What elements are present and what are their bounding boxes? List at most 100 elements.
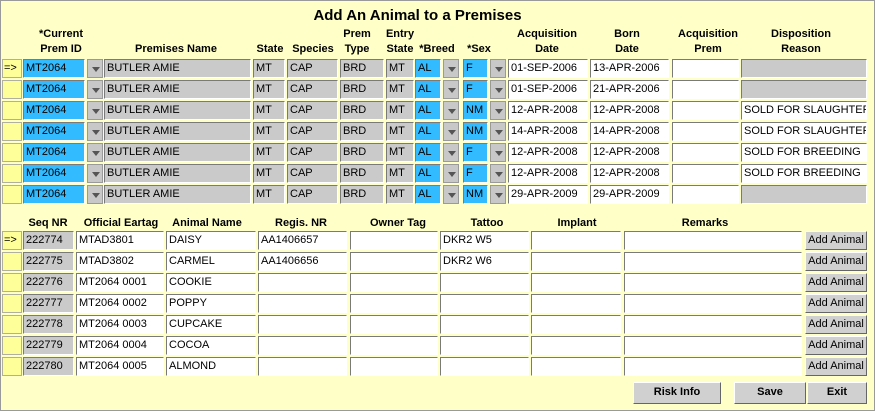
field[interactable] [672,101,739,120]
field[interactable] [672,164,739,183]
field[interactable] [624,231,802,250]
field[interactable] [672,185,739,204]
dropdown-button[interactable] [87,59,103,78]
field[interactable] [741,185,867,204]
field[interactable]: 01-SEP-2006 [508,80,588,99]
dropdown-button[interactable] [87,164,103,183]
field[interactable]: 12-APR-2008 [508,164,588,183]
add-animal-button[interactable]: Add Animal [805,252,867,271]
field[interactable]: 13-APR-2006 [590,59,669,78]
field[interactable]: MT2064 0001 [76,273,164,292]
dropdown-button[interactable] [87,122,103,141]
field[interactable]: MT2064 0004 [76,336,164,355]
field[interactable]: ALMOND [166,357,256,376]
dropdown-button[interactable] [490,101,506,120]
field[interactable]: CARMEL [166,252,256,271]
field[interactable]: 29-APR-2009 [508,185,588,204]
dropdown-button[interactable] [87,185,103,204]
dropdown-button[interactable] [443,143,459,162]
add-animal-button[interactable]: Add Animal [805,336,867,355]
field[interactable]: POPPY [166,294,256,313]
dropdown-button[interactable] [87,143,103,162]
add-animal-button[interactable]: Add Animal [805,273,867,292]
field[interactable] [258,315,347,334]
field[interactable] [624,315,802,334]
field[interactable] [531,357,621,376]
field[interactable]: 12-APR-2008 [508,101,588,120]
field[interactable]: MT2064 0005 [76,357,164,376]
field[interactable] [350,273,438,292]
dropdown-button[interactable] [490,143,506,162]
field[interactable]: MT2064 0003 [76,315,164,334]
field[interactable]: SOLD FOR SLAUGHTER [741,101,867,120]
field[interactable] [350,357,438,376]
field[interactable] [672,59,739,78]
field[interactable] [531,273,621,292]
field[interactable] [258,357,347,376]
dropdown-button[interactable] [87,101,103,120]
action-button[interactable]: Exit [807,382,867,404]
field[interactable]: CUPCAKE [166,315,256,334]
field[interactable] [624,252,802,271]
dropdown-button[interactable] [443,101,459,120]
dropdown-button[interactable] [490,122,506,141]
dropdown-button[interactable] [490,59,506,78]
field[interactable] [531,252,621,271]
field[interactable]: SOLD FOR SLAUGHTER [741,122,867,141]
field[interactable] [350,336,438,355]
field[interactable]: 12-APR-2008 [590,143,669,162]
field[interactable]: COCOA [166,336,256,355]
dropdown-button[interactable] [443,80,459,99]
field[interactable] [350,252,438,271]
add-animal-button[interactable]: Add Animal [805,294,867,313]
field[interactable] [672,80,739,99]
field[interactable]: 12-APR-2008 [590,164,669,183]
field[interactable] [440,336,529,355]
add-animal-button[interactable]: Add Animal [805,357,867,376]
field[interactable]: SOLD FOR BREEDING [741,143,867,162]
field[interactable]: 14-APR-2008 [508,122,588,141]
action-button[interactable]: Save [734,382,806,404]
dropdown-button[interactable] [490,164,506,183]
field[interactable]: 14-APR-2008 [590,122,669,141]
field[interactable]: DKR2 W6 [440,252,529,271]
field[interactable]: MT2064 0002 [76,294,164,313]
field[interactable]: 12-APR-2008 [508,143,588,162]
dropdown-button[interactable] [490,80,506,99]
field[interactable]: COOKIE [166,273,256,292]
field[interactable] [741,59,867,78]
field[interactable] [531,336,621,355]
field[interactable] [624,273,802,292]
dropdown-button[interactable] [490,185,506,204]
field[interactable] [672,122,739,141]
field[interactable] [440,273,529,292]
dropdown-button[interactable] [443,122,459,141]
field[interactable] [258,294,347,313]
dropdown-button[interactable] [87,80,103,99]
action-button[interactable]: Risk Info [633,382,721,404]
field[interactable] [624,357,802,376]
field[interactable]: DAISY [166,231,256,250]
field[interactable] [350,231,438,250]
field[interactable]: MTAD3801 [76,231,164,250]
dropdown-button[interactable] [443,164,459,183]
field[interactable]: 21-APR-2006 [590,80,669,99]
field[interactable] [350,315,438,334]
field[interactable] [531,294,621,313]
field[interactable]: AA1406657 [258,231,347,250]
dropdown-button[interactable] [443,185,459,204]
field[interactable]: AA1406656 [258,252,347,271]
field[interactable] [440,357,529,376]
field[interactable] [624,294,802,313]
field[interactable] [741,80,867,99]
field[interactable] [531,231,621,250]
field[interactable]: SOLD FOR BREEDING [741,164,867,183]
field[interactable] [350,294,438,313]
add-animal-button[interactable]: Add Animal [805,231,867,250]
field[interactable] [258,336,347,355]
dropdown-button[interactable] [443,59,459,78]
field[interactable]: 12-APR-2008 [590,101,669,120]
field[interactable] [440,294,529,313]
field[interactable]: MTAD3802 [76,252,164,271]
field[interactable]: DKR2 W5 [440,231,529,250]
